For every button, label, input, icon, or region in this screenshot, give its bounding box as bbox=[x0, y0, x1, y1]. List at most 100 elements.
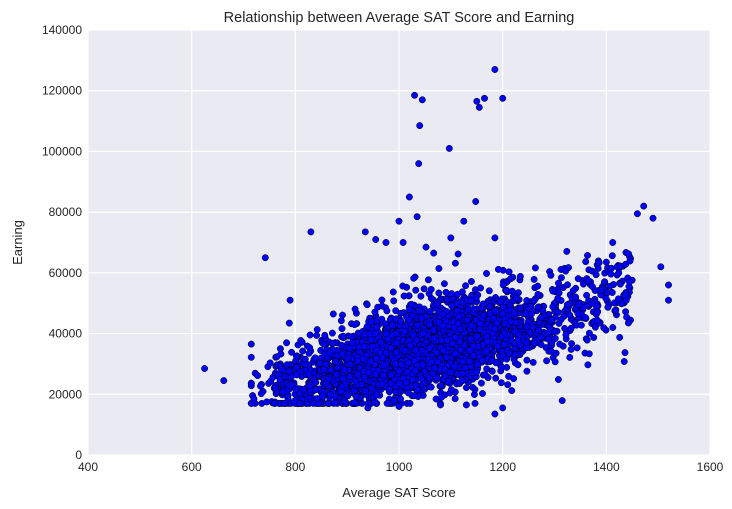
data-point bbox=[537, 314, 545, 322]
data-point bbox=[442, 354, 450, 361]
data-point bbox=[326, 349, 334, 357]
data-point bbox=[405, 193, 413, 201]
data-point bbox=[250, 395, 258, 403]
data-point bbox=[523, 356, 531, 364]
data-point bbox=[562, 331, 570, 339]
data-point bbox=[601, 278, 609, 286]
data-point bbox=[450, 362, 458, 370]
data-point bbox=[504, 381, 512, 389]
data-point bbox=[389, 321, 396, 329]
x-axis-ticks: 400 600 800 1000 1200 1400 1600 bbox=[78, 460, 724, 474]
data-point bbox=[429, 326, 437, 334]
data-point bbox=[426, 321, 433, 329]
data-point bbox=[381, 320, 389, 328]
data-point bbox=[593, 316, 601, 324]
data-point bbox=[417, 292, 425, 300]
x-tick-label: 1600 bbox=[697, 460, 724, 474]
data-point bbox=[602, 295, 610, 303]
data-point bbox=[435, 265, 443, 272]
data-point bbox=[497, 379, 505, 387]
data-point bbox=[406, 306, 413, 313]
data-point bbox=[500, 341, 508, 348]
data-point bbox=[333, 371, 340, 379]
data-point bbox=[257, 382, 264, 390]
data-point bbox=[351, 321, 359, 329]
data-point bbox=[263, 398, 271, 406]
data-point bbox=[597, 287, 605, 295]
data-point bbox=[317, 346, 325, 354]
data-point bbox=[609, 324, 617, 331]
data-point bbox=[368, 343, 376, 350]
data-point bbox=[354, 371, 362, 379]
data-point bbox=[396, 380, 404, 387]
data-point bbox=[592, 271, 600, 279]
data-point bbox=[451, 333, 459, 341]
data-point bbox=[537, 341, 545, 348]
data-point bbox=[313, 331, 321, 339]
data-point bbox=[397, 395, 405, 403]
data-point bbox=[338, 350, 346, 358]
data-point bbox=[547, 271, 555, 279]
data-point bbox=[558, 397, 566, 405]
data-point bbox=[412, 367, 420, 375]
data-point bbox=[514, 361, 522, 369]
data-point bbox=[516, 304, 524, 312]
data-point bbox=[383, 399, 391, 407]
data-point bbox=[467, 278, 475, 285]
data-point bbox=[469, 383, 477, 391]
data-point bbox=[363, 322, 371, 330]
data-point bbox=[467, 297, 475, 305]
data-point bbox=[482, 347, 490, 355]
data-point bbox=[548, 316, 556, 324]
data-point bbox=[283, 361, 291, 369]
data-point bbox=[346, 344, 353, 352]
data-point bbox=[413, 213, 421, 221]
data-point bbox=[339, 332, 347, 340]
data-point bbox=[412, 346, 420, 354]
data-point bbox=[201, 365, 209, 372]
data-point bbox=[499, 303, 507, 311]
data-point bbox=[479, 390, 486, 397]
data-point bbox=[459, 377, 467, 385]
data-point bbox=[665, 296, 672, 304]
data-point bbox=[419, 330, 427, 338]
data-point bbox=[247, 353, 255, 361]
data-point bbox=[390, 397, 398, 405]
data-point bbox=[405, 359, 412, 367]
data-point bbox=[321, 331, 329, 339]
data-point bbox=[448, 302, 456, 310]
data-point bbox=[372, 355, 380, 362]
data-point bbox=[614, 295, 622, 303]
data-point bbox=[434, 358, 442, 366]
data-point bbox=[595, 259, 603, 267]
data-point bbox=[600, 324, 608, 332]
data-point bbox=[455, 313, 463, 321]
chart-title: Relationship between Average SAT Score a… bbox=[224, 10, 575, 26]
data-point bbox=[615, 269, 623, 277]
data-point bbox=[454, 320, 462, 328]
data-point bbox=[373, 323, 381, 331]
data-point bbox=[414, 322, 421, 329]
data-point bbox=[380, 361, 388, 369]
data-point bbox=[378, 380, 386, 388]
data-point bbox=[549, 287, 557, 295]
data-point bbox=[478, 356, 486, 364]
data-point bbox=[567, 324, 575, 332]
data-point bbox=[399, 282, 407, 290]
data-point bbox=[507, 275, 515, 283]
data-point bbox=[429, 334, 437, 342]
data-point bbox=[499, 94, 507, 102]
data-point bbox=[622, 291, 630, 299]
x-tick-label: 1400 bbox=[593, 460, 620, 474]
data-point bbox=[604, 303, 612, 311]
data-point bbox=[463, 316, 471, 324]
data-point bbox=[254, 372, 262, 380]
data-point bbox=[607, 270, 615, 278]
data-point bbox=[415, 160, 423, 168]
data-point bbox=[476, 325, 484, 333]
data-point bbox=[446, 368, 454, 376]
data-point bbox=[364, 404, 372, 412]
data-point bbox=[485, 287, 493, 295]
data-point bbox=[606, 282, 614, 290]
data-point bbox=[416, 122, 424, 130]
